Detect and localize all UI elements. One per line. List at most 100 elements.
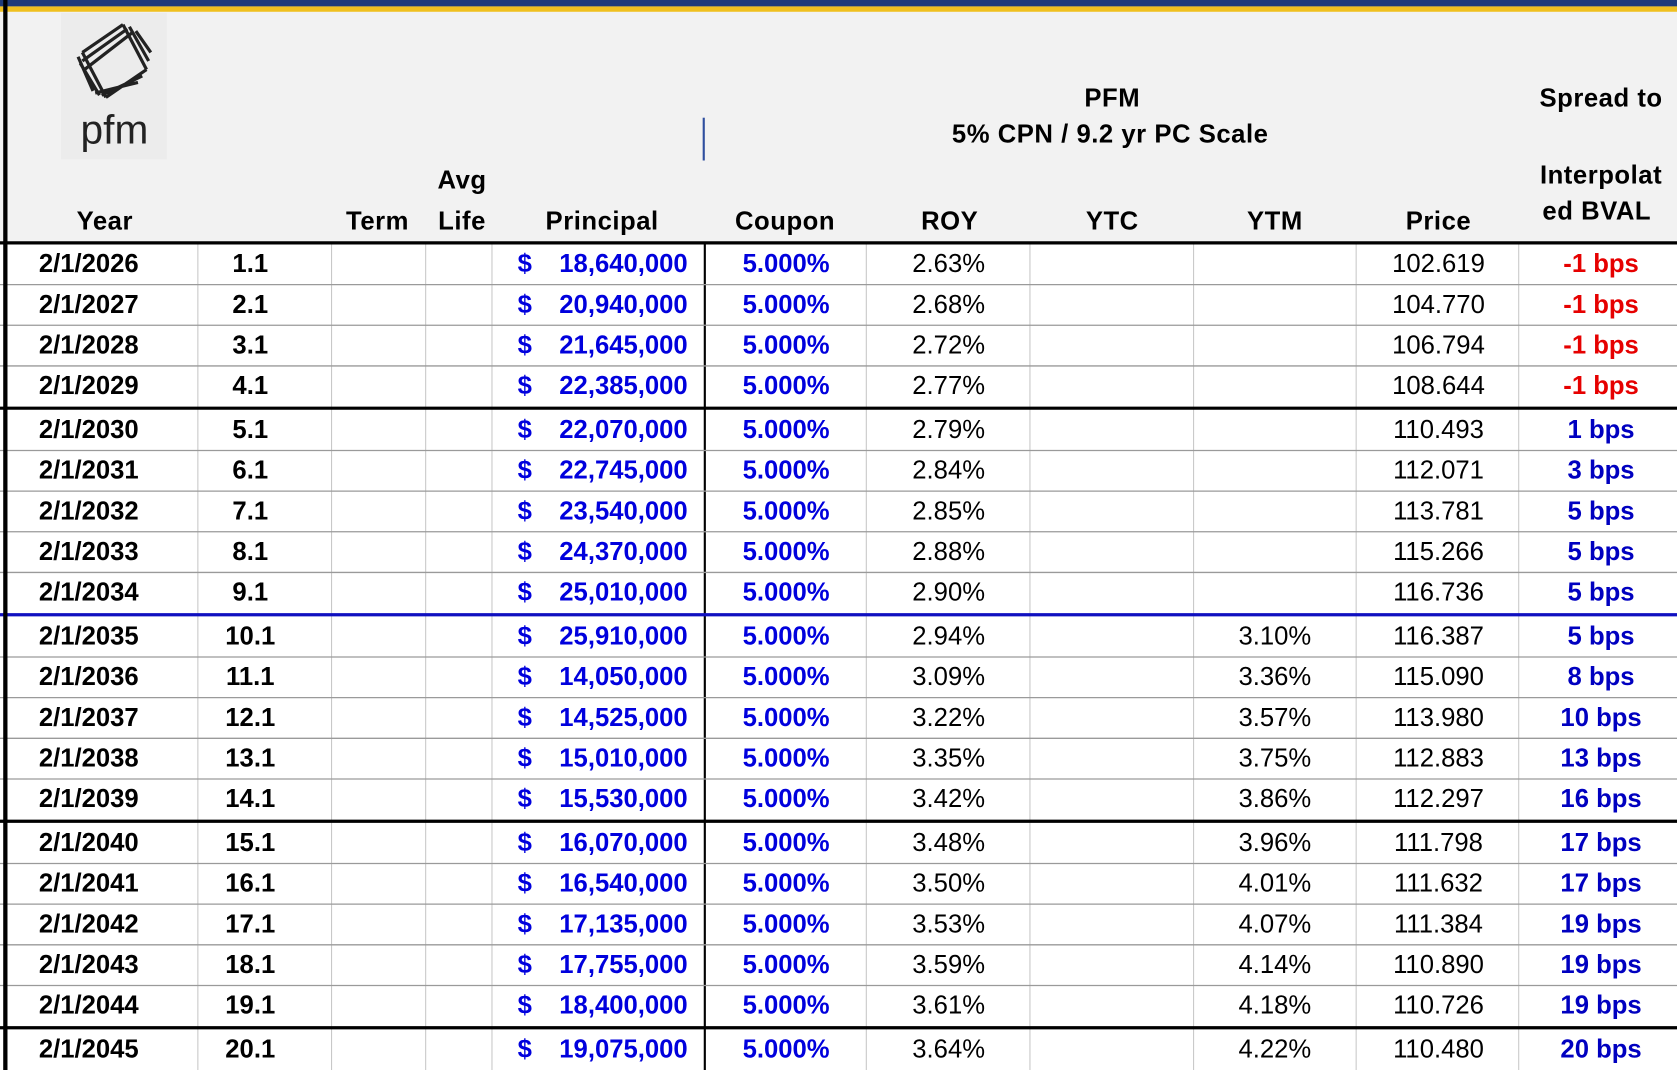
cell-year: 2/1/2032 (39, 497, 139, 525)
cell-spread: 8 bps (1568, 663, 1635, 691)
cell-coupon: 5.000% (743, 785, 830, 813)
cell-coupon: 5.000% (743, 992, 830, 1020)
cell-price: 115.266 (1393, 538, 1484, 566)
cell-price: 112.071 (1393, 457, 1484, 485)
cell-roy: 3.35% (912, 744, 985, 772)
cell-currency: $ (518, 416, 532, 444)
cell-spread: 16 bps (1560, 785, 1641, 813)
cells: 2/1/2026 1.1 $18,640,000 5.000% 2.63% 102.619… (39, 250, 1642, 1063)
cell-year: 2/1/2043 (39, 951, 139, 979)
cell-price: 110.480 (1393, 1036, 1484, 1064)
cell-principal: 17,135,000 (559, 910, 687, 938)
cell-coupon: 5.000% (743, 457, 830, 485)
cell-currency: $ (518, 622, 532, 650)
cell-coupon: 5.000% (743, 1036, 830, 1064)
cell-price: 104.770 (1392, 291, 1485, 319)
cell-life: 13.1 (225, 744, 275, 772)
group-subtitle: 5% CPN / 9.2 yr PC Scale (952, 121, 1269, 149)
cell-currency: $ (518, 870, 532, 898)
cell-roy: 2.88% (912, 538, 985, 566)
cell-life: 2.1 (232, 291, 268, 319)
cell-principal: 22,745,000 (559, 457, 687, 485)
cell-spread: 19 bps (1560, 951, 1641, 979)
cell-ytm: 4.18% (1238, 992, 1311, 1020)
cell-price: 102.619 (1392, 250, 1485, 278)
cell-coupon: 5.000% (743, 622, 830, 650)
cell-currency: $ (518, 951, 532, 979)
column-header: Price (1406, 207, 1471, 235)
cell-currency: $ (518, 992, 532, 1020)
cell-ytm: 4.01% (1238, 870, 1311, 898)
spread-title: Spread to (1540, 84, 1663, 112)
cell-price: 112.297 (1393, 785, 1484, 813)
cell-currency: $ (518, 663, 532, 691)
cell-principal: 18,640,000 (559, 250, 687, 278)
cell-roy: 3.50% (912, 870, 985, 898)
cell-ytm: 3.57% (1238, 704, 1311, 732)
column-header: Term (346, 207, 409, 235)
cell-spread: 17 bps (1560, 870, 1641, 898)
cell-price: 111.384 (1394, 910, 1483, 938)
cell-coupon: 5.000% (743, 829, 830, 857)
column-header: YTM (1247, 207, 1303, 235)
cell-coupon: 5.000% (743, 870, 830, 898)
cell-spread: 19 bps (1560, 992, 1641, 1020)
cell-roy: 2.84% (912, 457, 985, 485)
cell-year: 2/1/2039 (39, 785, 139, 813)
cell-life: 1.1 (232, 250, 268, 278)
cell-currency: $ (518, 785, 532, 813)
group-title: PFM (1084, 84, 1140, 112)
cell-life: 18.1 (225, 951, 275, 979)
cell-coupon: 5.000% (743, 538, 830, 566)
cell-ytm: 3.75% (1238, 744, 1311, 772)
cell-life: 4.1 (232, 372, 268, 400)
cell-year: 2/1/2026 (39, 250, 139, 278)
cell-roy: 3.42% (912, 785, 985, 813)
cell-currency: $ (518, 744, 532, 772)
cell-price: 106.794 (1392, 331, 1485, 359)
cell-coupon: 5.000% (743, 744, 830, 772)
cell-roy: 3.48% (912, 829, 985, 857)
cell-year: 2/1/2044 (39, 992, 140, 1020)
cell-year: 2/1/2041 (39, 870, 139, 898)
cell-price: 116.736 (1393, 579, 1484, 607)
cell-coupon: 5.000% (743, 704, 830, 732)
cell-year: 2/1/2029 (39, 372, 139, 400)
cell-year: 2/1/2045 (39, 1036, 139, 1064)
cell-spread: 10 bps (1560, 704, 1641, 732)
cell-price: 113.980 (1393, 704, 1484, 732)
cell-coupon: 5.000% (743, 331, 830, 359)
column-header: Principal (546, 207, 659, 235)
cell-life: 14.1 (225, 785, 275, 813)
cell-year: 2/1/2027 (39, 291, 139, 319)
cell-spread: 5 bps (1568, 497, 1635, 525)
cell-life: 7.1 (232, 497, 268, 525)
cell-principal: 16,070,000 (559, 829, 687, 857)
cell-coupon: 5.000% (743, 663, 830, 691)
column-header: Year (77, 207, 133, 235)
cell-principal: 25,010,000 (559, 579, 687, 607)
cell-coupon: 5.000% (743, 910, 830, 938)
top-bar (0, 0, 1677, 7)
column-header: Avg (437, 167, 486, 195)
cell-roy: 2.90% (912, 579, 985, 607)
cell-life: 9.1 (232, 579, 268, 607)
cell-coupon: 5.000% (743, 497, 830, 525)
cell-spread: 19 bps (1560, 910, 1641, 938)
cell-currency: $ (518, 1036, 532, 1064)
cell-principal: 22,070,000 (559, 416, 687, 444)
cell-price: 116.387 (1393, 622, 1484, 650)
cell-year: 2/1/2028 (39, 331, 139, 359)
cell-spread: 5 bps (1568, 538, 1635, 566)
cell-coupon: 5.000% (743, 951, 830, 979)
cell-principal: 15,530,000 (559, 785, 687, 813)
cell-life: 5.1 (232, 416, 268, 444)
cell-principal: 20,940,000 (559, 291, 687, 319)
cell-year: 2/1/2035 (39, 622, 139, 650)
cell-coupon: 5.000% (743, 250, 830, 278)
cell-life: 11.1 (226, 663, 275, 691)
header-background (0, 0, 1677, 244)
cell-principal: 15,010,000 (559, 744, 687, 772)
column-header: ed BVAL (1542, 198, 1651, 226)
